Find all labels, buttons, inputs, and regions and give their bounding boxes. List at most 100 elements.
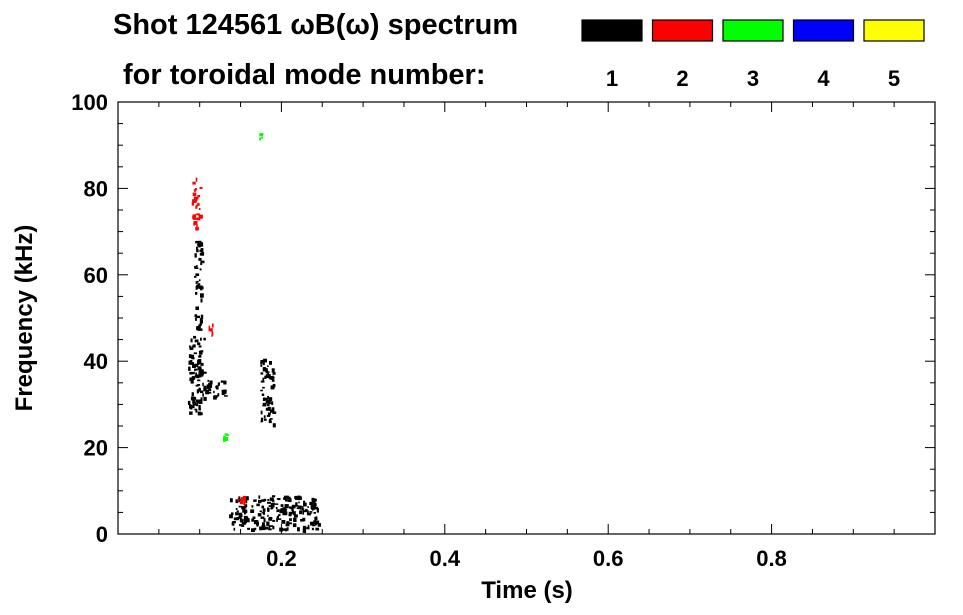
spectrum-point [209, 380, 213, 385]
spectrum-point [243, 519, 247, 524]
spectrum-point [238, 516, 242, 519]
spectrum-point [197, 280, 199, 283]
spectrum-region-mode-2 [191, 177, 203, 231]
spectrum-point [302, 517, 306, 522]
spectrum-point [263, 498, 267, 502]
spectrum-point [315, 527, 320, 531]
spectrum-point [240, 524, 245, 527]
spectrum-point [195, 177, 198, 182]
spectrum-point [199, 249, 203, 252]
spectrum-point [307, 506, 309, 508]
spectrum-point [197, 195, 201, 198]
spectrum-point [270, 376, 274, 380]
spectrum-point [311, 527, 314, 531]
spectrum-point [267, 395, 269, 399]
spectrum-point [251, 528, 255, 532]
spectrum-point [271, 368, 275, 373]
spectrum-point [307, 524, 310, 530]
spectrum-point [198, 369, 201, 374]
spectrum-point [189, 345, 191, 348]
spectrum-point [298, 501, 300, 504]
spectrum-point [251, 518, 255, 522]
spectrum-point [262, 367, 267, 372]
spectrum-point [188, 354, 192, 359]
spectrum-point [293, 517, 297, 522]
chart-title-line1: Shot 124561 ωB(ω) spectrum [113, 9, 518, 41]
spectrum-point [280, 510, 283, 514]
spectrum-point [262, 362, 265, 366]
spectrum-point [236, 517, 239, 521]
spectrum-point [298, 505, 302, 510]
spectrum-point [309, 501, 314, 506]
spectrum-point [192, 192, 197, 197]
spectrum-point [291, 509, 294, 514]
spectrum-point [243, 515, 248, 521]
spectrum-point [302, 511, 304, 515]
spectrum-point [266, 397, 268, 402]
spectrum-point [300, 506, 304, 508]
spectrum-point [199, 352, 202, 355]
spectrum-point [267, 399, 271, 405]
legend-swatch-mode-5 [863, 19, 925, 42]
spectrum-point [268, 420, 272, 424]
spectrum-point [189, 371, 193, 375]
spectrum-point [285, 508, 288, 511]
spectrum-point [221, 391, 225, 396]
spectrum-point [307, 512, 311, 516]
spectrum-point [263, 358, 267, 363]
spectrum-point [267, 365, 269, 368]
spectrum-point [191, 392, 194, 397]
spectrum-point [302, 525, 307, 530]
spectrum-point [241, 506, 245, 510]
spectrum-point [231, 512, 234, 515]
x-tick-label: 0.8 [756, 546, 787, 571]
spectrum-point [313, 520, 316, 525]
spectrum-point [265, 526, 269, 530]
spectrum-point [196, 315, 200, 319]
spectrum-point [195, 384, 199, 387]
spectrum-point [235, 499, 239, 504]
spectrum-point [233, 521, 236, 524]
spectrum-point [187, 400, 191, 405]
spectrum-point [304, 508, 308, 513]
spectrum-point [314, 498, 317, 502]
spectrum-point [220, 380, 225, 383]
spectrum-point [296, 507, 300, 509]
spectrum-point [217, 393, 220, 397]
spectrum-point [216, 385, 219, 390]
spectrum-point [265, 369, 268, 374]
spectrum-point [262, 404, 267, 407]
spectrum-point [233, 527, 236, 531]
spectrum-point [286, 496, 291, 500]
spectrum-point [295, 495, 299, 500]
spectrum-point [202, 371, 204, 375]
spectrum-point [247, 527, 250, 530]
spectrum-point [289, 518, 292, 522]
spectrum-point [315, 503, 317, 507]
spectrum-point [194, 267, 199, 269]
spectrum-point [198, 404, 201, 409]
spectrum-point [303, 500, 306, 504]
spectrum-point [197, 379, 201, 382]
spectrum-point [195, 240, 199, 244]
spectrum-point [197, 202, 200, 206]
spectrum-point [189, 347, 194, 350]
spectrum-point [191, 405, 195, 409]
x-tick-label: 0.2 [266, 546, 297, 571]
spectrum-point [193, 189, 196, 192]
spectrum-point [315, 516, 318, 521]
spectrum-point [191, 362, 195, 366]
spectrum-point [198, 407, 201, 411]
y-tick-label: 60 [84, 263, 108, 288]
spectrum-point [196, 246, 198, 251]
spectrum-point [271, 505, 274, 510]
spectrum-point [236, 510, 239, 513]
spectrum-point [271, 379, 275, 382]
spectrum-point [198, 207, 201, 210]
spectrum-point [261, 133, 264, 136]
spectrum-point [211, 323, 214, 328]
mode-legend: 1 2 3 4 5 [581, 19, 925, 91]
spectrum-point [258, 499, 262, 504]
spectrum-point [196, 404, 198, 407]
spectrum-point [200, 298, 203, 303]
